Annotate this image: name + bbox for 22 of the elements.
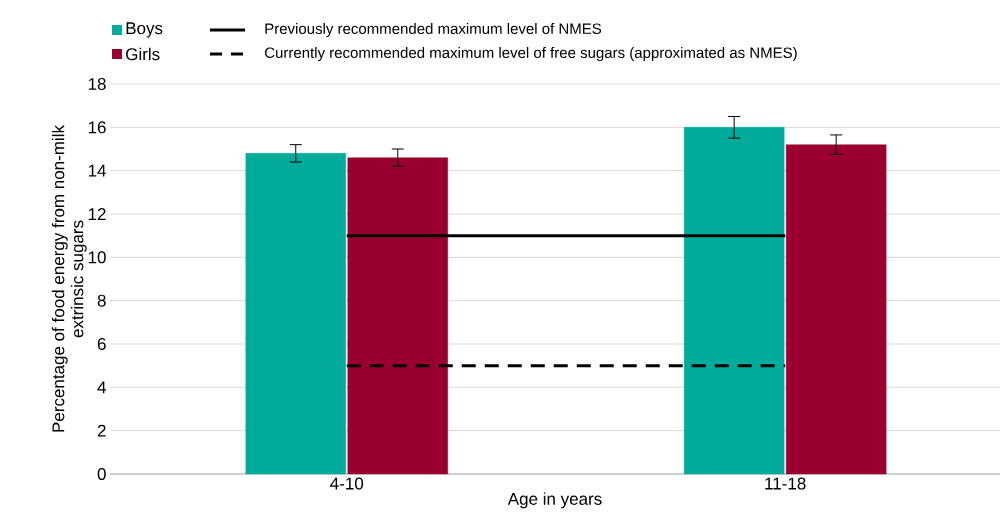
- legend-label: Currently recommended maximum level of free sugars (approximated as NMES): [264, 47, 797, 61]
- bar: [683, 127, 785, 475]
- y-tick-label: 10: [88, 251, 106, 264]
- legend-label: Boys: [126, 22, 163, 38]
- x-tick-label: 11-18: [765, 477, 806, 490]
- y-tick-label: 14: [88, 164, 106, 177]
- y-tick-label: 2: [97, 424, 106, 437]
- bar: [347, 157, 448, 475]
- x-axis-title: Age in years: [507, 492, 602, 509]
- bar: [245, 153, 346, 475]
- y-tick-label: 8: [97, 294, 106, 307]
- legend-label: Girls: [126, 47, 160, 61]
- y-tick-label: 16: [88, 121, 106, 134]
- y-tick-label: 0: [97, 467, 106, 481]
- y-tick-label: 6: [97, 337, 106, 351]
- bar: [785, 144, 887, 475]
- legend-label: Previously recommended maximum level of NMES: [265, 23, 602, 37]
- y-tick-label: 18: [88, 77, 106, 91]
- x-tick-label: 4-10: [330, 477, 364, 490]
- y-tick-label: 12: [88, 208, 106, 220]
- y-tick-label: 4: [97, 381, 106, 394]
- y-axis-title: Percentage of food energy from non-milk extrinsic sugars: [51, 124, 87, 432]
